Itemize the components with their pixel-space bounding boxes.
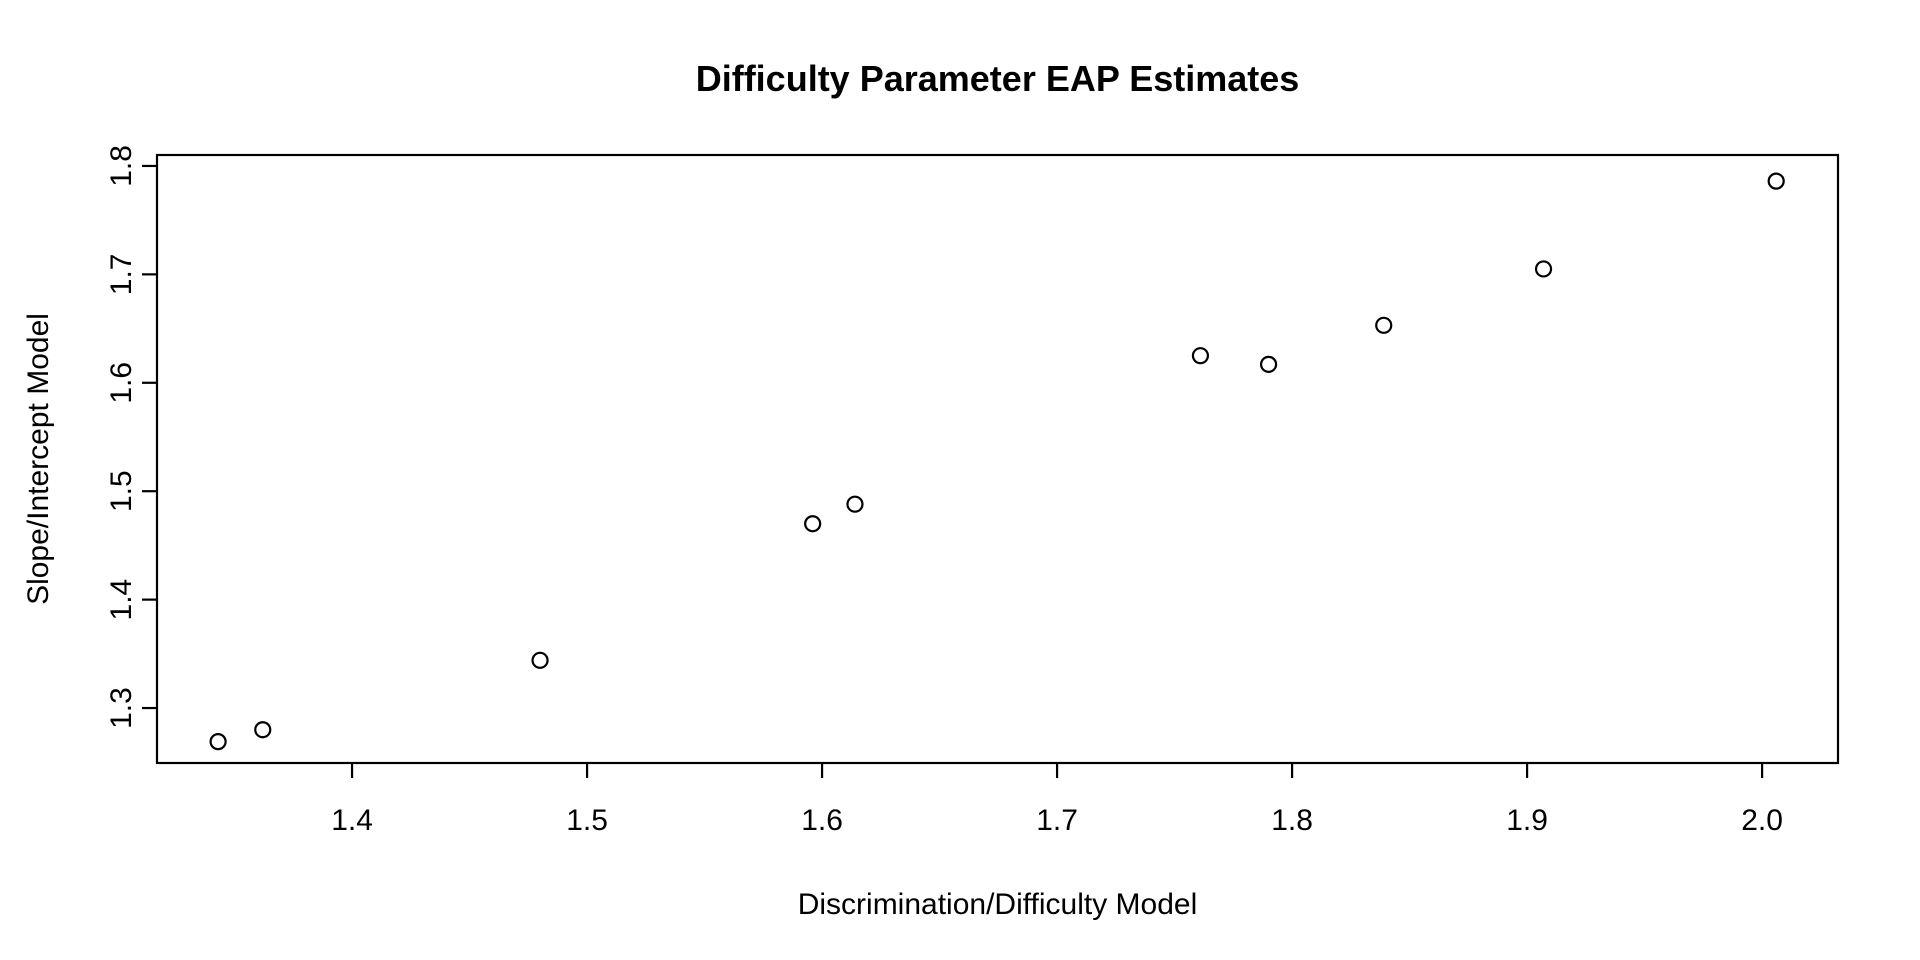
x-axis-tick-label: 1.6	[801, 804, 843, 837]
y-axis-tick-label: 1.8	[105, 145, 138, 187]
data-point	[1375, 316, 1393, 334]
data-point	[1259, 355, 1278, 373]
x-axis-tick-label: 1.4	[331, 804, 373, 837]
x-axis-tick-label: 1.9	[1506, 804, 1548, 837]
x-axis-title: Discrimination/Difficulty Model	[797, 888, 1198, 921]
x-axis-tick-label: 1.5	[566, 804, 608, 837]
y-axis-tick-label: 1.4	[105, 579, 138, 621]
data-point	[846, 495, 864, 513]
data-point	[1191, 347, 1210, 365]
plot-layer: 1.4 1.5 1.6 1.7 1.8 1.9 2.0 1.3 1.4 1.5 1.6 1.7 1.8	[105, 145, 1840, 837]
data-point	[1534, 260, 1553, 278]
data-point	[254, 721, 272, 739]
y-axis-title: Slope/Intercept Model	[22, 313, 55, 605]
data-point	[209, 733, 227, 751]
y-axis-tick-label: 1.6	[105, 362, 138, 404]
x-axis-tick-label: 1.8	[1271, 804, 1313, 837]
data-point	[531, 651, 549, 669]
data-point	[804, 515, 822, 533]
data-point	[1767, 172, 1785, 190]
x-axis-tick-label: 2.0	[1741, 804, 1783, 837]
plot-border	[155, 153, 1840, 765]
y-axis-tick-label: 1.5	[105, 470, 138, 512]
chart-title: Difficulty Parameter EAP Estimates	[695, 58, 1300, 99]
x-axis-tick-label: 1.7	[1036, 804, 1078, 837]
y-axis-tick-label: 1.7	[105, 254, 138, 296]
y-axis-tick-label: 1.3	[105, 687, 138, 729]
